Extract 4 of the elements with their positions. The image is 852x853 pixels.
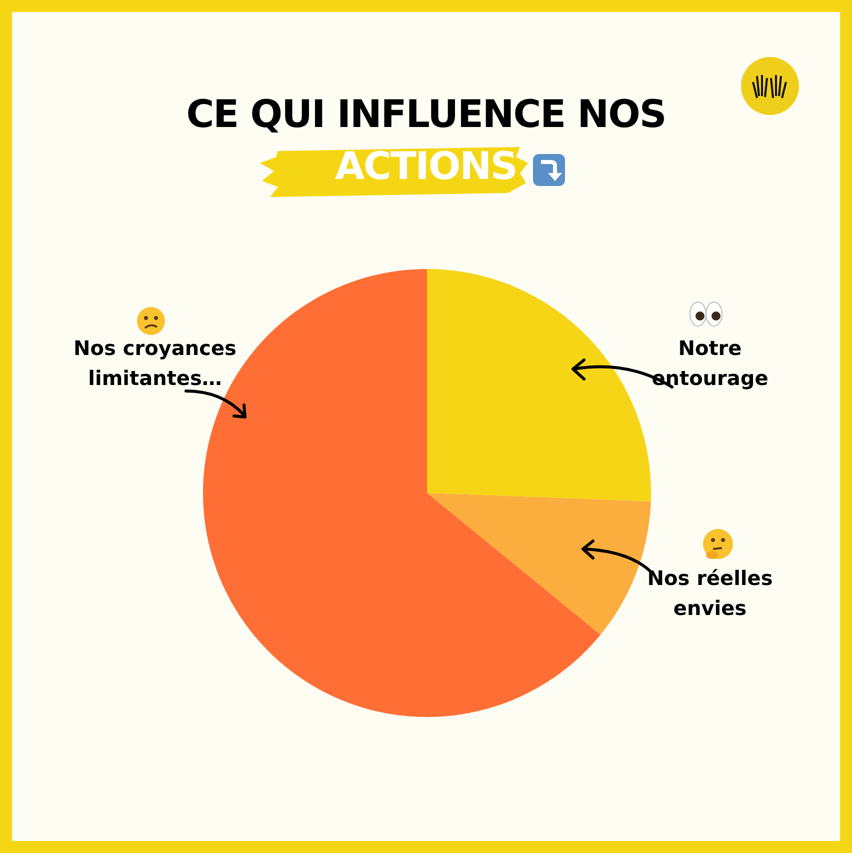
slice-label: Notre entourage (650, 335, 770, 392)
chart-title: CE QUI INFLUENCE NOS ACTIONS (185, 92, 667, 188)
slice-label: Nos réelles envies (646, 565, 774, 622)
slice-label: Nos croyances limitantes… (72, 335, 238, 392)
